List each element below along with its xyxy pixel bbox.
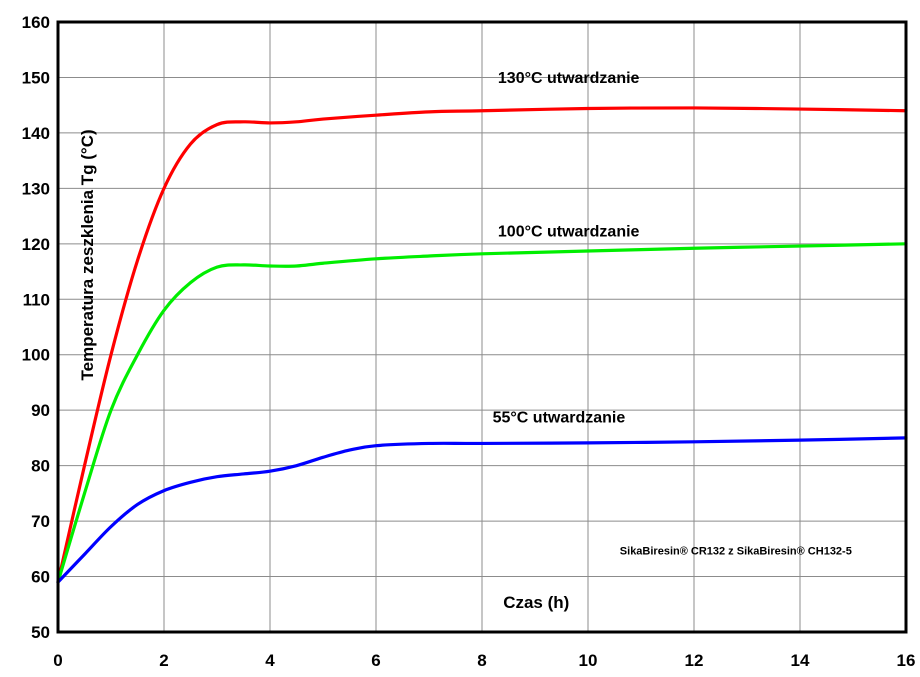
- y-tick-label: 160: [22, 13, 50, 32]
- y-tick-label: 50: [31, 623, 50, 642]
- x-tick-label: 16: [897, 651, 916, 670]
- series-label-100c: 100°C utwardzanie: [498, 224, 640, 241]
- y-tick-label: 80: [31, 457, 50, 476]
- y-tick-label: 60: [31, 568, 50, 587]
- series-line-130c: [56, 106, 908, 584]
- series-labels: 130°C utwardzanie 100°C utwardzanie 55°C u…: [493, 70, 640, 426]
- series-label-130c: 130°C utwardzanie: [498, 70, 640, 87]
- grid: [58, 22, 906, 632]
- y-axis-title: Temperatura zeszklenia Tg (°C): [78, 129, 97, 380]
- x-axis-title: Czas (h): [503, 593, 569, 612]
- product-annotation: SikaBiresin® CR132 z SikaBiresin® CH132-…: [620, 545, 852, 557]
- x-tick-label: 4: [265, 651, 275, 670]
- y-tick-label: 150: [22, 68, 50, 87]
- x-tick-label: 12: [685, 651, 704, 670]
- x-tick-label: 6: [371, 651, 380, 670]
- y-tick-label: 100: [22, 346, 50, 365]
- series-line-100c: [56, 242, 908, 584]
- x-tick-label: 2: [159, 651, 168, 670]
- y-tick-label: 110: [23, 290, 50, 309]
- y-tick-label: 130: [22, 179, 50, 198]
- x-tick-label: 10: [579, 651, 598, 670]
- series-label-55c: 55°C utwardzanie: [493, 409, 626, 426]
- y-tick-label: 90: [31, 401, 50, 420]
- series-line-55c: [56, 436, 908, 584]
- y-tick-label: 140: [22, 124, 50, 143]
- y-tick-label: 120: [22, 235, 50, 254]
- x-tick-label: 0: [53, 651, 62, 670]
- y-tick-label: 70: [31, 512, 50, 531]
- x-tick-label: 8: [477, 651, 486, 670]
- tick-labels: 0 2 4 6 8 10 12 14 16 50 60 70 80 90 100 110 120 130 140 15…: [22, 13, 916, 670]
- series-lines: [56, 106, 908, 584]
- x-tick-label: 14: [791, 651, 810, 670]
- plot-frame: [56, 20, 908, 634]
